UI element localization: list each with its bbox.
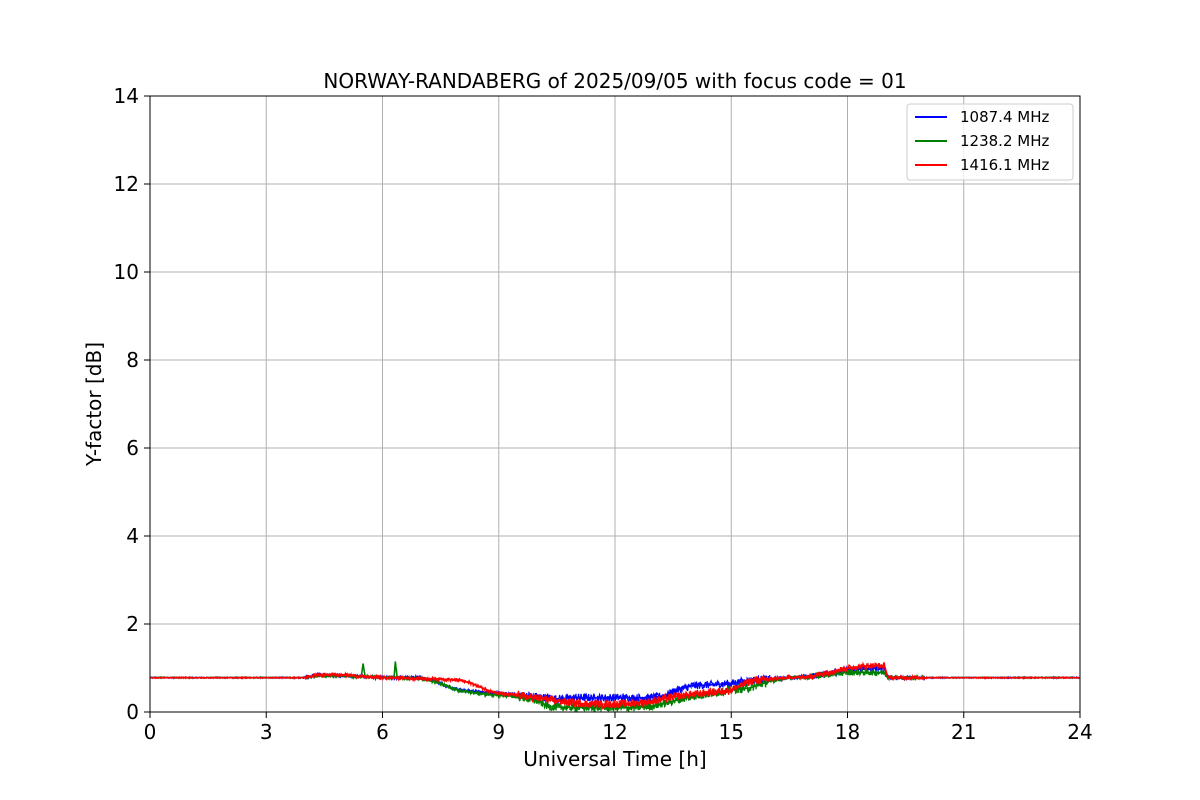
series-2 bbox=[149, 661, 1080, 711]
x-tick-label: 12 bbox=[602, 720, 627, 744]
series-noise-trace bbox=[149, 661, 1080, 711]
x-tick-label: 18 bbox=[835, 720, 860, 744]
y-tick-label: 6 bbox=[126, 436, 139, 460]
grid bbox=[150, 96, 1080, 712]
y-tick-label: 4 bbox=[126, 524, 139, 548]
y-tick-label: 8 bbox=[126, 348, 139, 372]
y-tick-label: 14 bbox=[114, 84, 139, 108]
x-tick-label: 15 bbox=[719, 720, 744, 744]
x-tick-label: 3 bbox=[260, 720, 273, 744]
legend-label: 1416.1 MHz bbox=[960, 156, 1049, 174]
y-tick-label: 0 bbox=[126, 700, 139, 724]
legend-label: 1238.2 MHz bbox=[960, 132, 1049, 150]
x-axis-label: Universal Time [h] bbox=[523, 747, 706, 771]
x-tick-label: 6 bbox=[376, 720, 389, 744]
y-tick-label: 12 bbox=[114, 172, 139, 196]
y-tick-label: 10 bbox=[114, 260, 139, 284]
chart-title: NORWAY-RANDABERG of 2025/09/05 with focu… bbox=[323, 69, 906, 93]
x-tick-label: 24 bbox=[1067, 720, 1092, 744]
series-layer bbox=[149, 661, 1081, 714]
y-tick-label: 2 bbox=[126, 612, 139, 636]
x-tick-label: 9 bbox=[492, 720, 505, 744]
legend-frame bbox=[906, 103, 1074, 181]
x-tick-label: 21 bbox=[951, 720, 976, 744]
legend-label: 1087.4 MHz bbox=[960, 108, 1049, 126]
x-tick-label: 0 bbox=[144, 720, 157, 744]
y-axis-label: Y-factor [dB] bbox=[82, 342, 106, 467]
legend: 1087.4 MHz 1238.2 MHz 1416.1 MHz bbox=[906, 103, 1074, 181]
